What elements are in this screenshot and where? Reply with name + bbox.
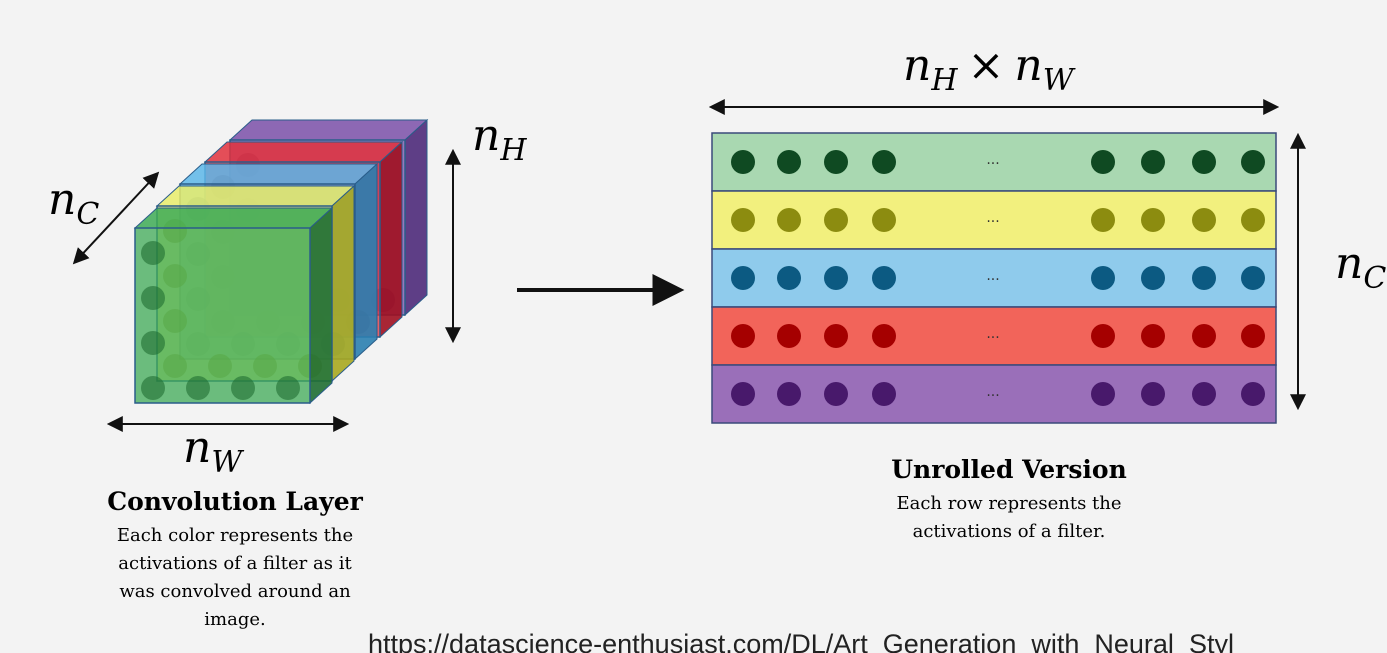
right-caption-title: Unrolled Version	[891, 455, 1127, 484]
symbol: n	[48, 174, 76, 225]
activation-dot	[872, 266, 896, 290]
activation-dot	[872, 382, 896, 406]
activation-dot	[1241, 150, 1265, 174]
caption-line: activations of a filter as it	[118, 553, 352, 574]
subscript: W	[1043, 63, 1076, 98]
left-caption-title: Convolution Layer	[107, 487, 363, 516]
layer-side	[332, 186, 354, 381]
activation-dot	[872, 208, 896, 232]
activation-dot	[1192, 382, 1216, 406]
activation-dot	[1091, 208, 1115, 232]
layer-top	[157, 186, 354, 206]
activation-dot	[1141, 266, 1165, 290]
layer-top	[180, 164, 377, 184]
activation-dot	[1091, 266, 1115, 290]
layer-top	[205, 142, 402, 162]
symbol: n	[1335, 238, 1363, 289]
activation-dot	[872, 150, 896, 174]
activation-dot	[231, 376, 255, 400]
activation-dot	[141, 286, 165, 310]
activation-dot	[777, 382, 801, 406]
activation-dot	[777, 150, 801, 174]
activation-dot	[186, 376, 210, 400]
activation-dot	[731, 382, 755, 406]
activation-dot	[777, 266, 801, 290]
layer-side	[380, 142, 402, 337]
activation-dot	[824, 324, 848, 348]
subscript: C	[1363, 261, 1386, 296]
ellipsis: ...	[986, 152, 999, 168]
activation-dot	[1091, 324, 1115, 348]
activation-dot	[1091, 150, 1115, 174]
activation-dot	[1241, 266, 1265, 290]
activation-dot	[276, 376, 300, 400]
activation-dot	[824, 382, 848, 406]
activation-dot	[1091, 382, 1115, 406]
activation-dot	[824, 266, 848, 290]
activation-dot	[1241, 208, 1265, 232]
activation-dot	[872, 324, 896, 348]
activation-dot	[1141, 150, 1165, 174]
activation-dot	[1192, 266, 1216, 290]
symbol: n	[903, 40, 931, 91]
caption-line: activations of a filter.	[913, 521, 1106, 542]
times: ×	[968, 40, 1005, 91]
caption-line: Each color represents the	[117, 525, 353, 546]
activation-dot	[777, 208, 801, 232]
subscript: W	[211, 445, 244, 480]
subscript: C	[76, 197, 99, 232]
activation-dot	[731, 266, 755, 290]
subscript: H	[930, 63, 958, 98]
activation-dot	[141, 241, 165, 265]
activation-dot	[1192, 208, 1216, 232]
activation-dot	[731, 150, 755, 174]
activation-dot	[824, 208, 848, 232]
layer-top	[230, 120, 427, 140]
caption-line: image.	[204, 609, 265, 630]
ellipsis: ...	[986, 384, 999, 400]
activation-dot	[777, 324, 801, 348]
activation-dot	[1141, 324, 1165, 348]
layer-side	[355, 164, 377, 359]
symbol: n	[183, 422, 211, 473]
activation-dot	[731, 208, 755, 232]
layer-top	[135, 208, 332, 228]
ellipsis: ...	[986, 210, 999, 226]
activation-dot	[1241, 324, 1265, 348]
symbol: n	[1014, 40, 1042, 91]
activation-dot	[1192, 324, 1216, 348]
activation-dot	[141, 376, 165, 400]
subscript: H	[499, 133, 527, 168]
ellipsis: ...	[986, 268, 999, 284]
source-url: https://datascience-enthusiast.com/DL/Ar…	[368, 629, 1234, 653]
diagram: ............... nC nH nW nH×nW nC Convol…	[0, 0, 1387, 653]
caption-line: Each row represents the	[896, 493, 1121, 514]
caption-line: was convolved around an	[119, 581, 351, 602]
activation-dot	[824, 150, 848, 174]
layer-side	[405, 120, 427, 315]
symbol: n	[472, 110, 500, 161]
unrolled-rows: ...............	[712, 133, 1276, 423]
layer-side	[310, 208, 332, 403]
activation-dot	[1141, 382, 1165, 406]
activation-dot	[1192, 150, 1216, 174]
activation-dot	[1241, 382, 1265, 406]
activation-dot	[731, 324, 755, 348]
ellipsis: ...	[986, 326, 999, 342]
activation-dot	[1141, 208, 1165, 232]
activation-dot	[141, 331, 165, 355]
